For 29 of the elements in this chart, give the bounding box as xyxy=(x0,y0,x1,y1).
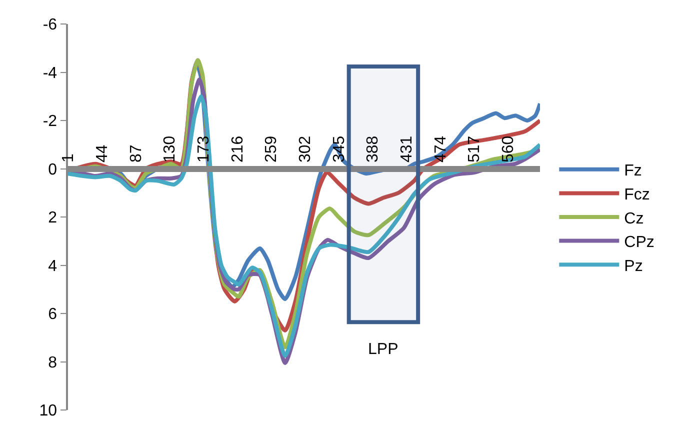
y-tick-label: -6 xyxy=(42,16,58,34)
y-tick-label: 0 xyxy=(48,161,58,178)
y-tick-label: 2 xyxy=(48,210,58,227)
x-tick-label: 345 xyxy=(330,136,348,163)
legend-label: CPz xyxy=(624,234,654,252)
x-tick-label: 474 xyxy=(432,136,450,163)
y-tick-label: 8 xyxy=(48,354,58,372)
x-tick-label: 216 xyxy=(229,136,246,163)
band-label: LPP xyxy=(368,341,398,358)
y-tick-label: 10 xyxy=(39,402,58,420)
x-tick-label: 259 xyxy=(263,136,280,163)
y-tick-label: -4 xyxy=(42,64,58,82)
y-tick-label: 4 xyxy=(48,258,58,275)
legend-label: Pz xyxy=(624,258,643,275)
x-tick-label: 302 xyxy=(296,136,314,163)
x-tick-label: 388 xyxy=(364,136,382,163)
legend-label: Fz xyxy=(624,162,642,180)
x-tick-label: 87 xyxy=(128,144,145,163)
x-tick-label: 431 xyxy=(398,136,416,163)
x-tick-label: 173 xyxy=(196,136,213,163)
x-tick-label: 560 xyxy=(500,136,517,163)
legend-label: Fcz xyxy=(624,186,650,204)
x-tick-label: 44 xyxy=(94,144,112,163)
y-tick-label: 6 xyxy=(48,306,58,324)
x-tick-label: 517 xyxy=(466,136,484,163)
legend-label: Cz xyxy=(624,210,644,228)
y-tick-label: -2 xyxy=(42,113,58,130)
x-tick-label: 130 xyxy=(162,136,179,163)
x-tick-label: 1 xyxy=(60,154,78,163)
